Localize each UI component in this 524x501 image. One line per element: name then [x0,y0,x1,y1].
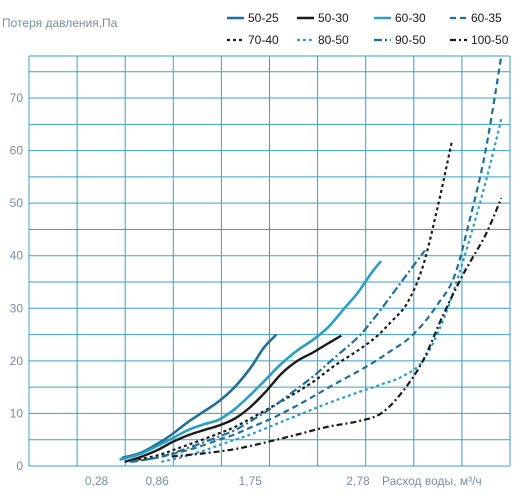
x-tick-label: 0,86 [145,474,169,488]
legend-label: 60-30 [395,11,426,25]
legend-label: 70-40 [248,33,279,47]
legend-label: 90-50 [395,33,426,47]
grid [28,55,511,467]
legend-label: 80-50 [318,33,349,47]
series-lines [119,55,503,463]
series-line-70-40 [131,139,454,462]
y-tick-label: 30 [10,301,24,315]
series-line-60-30 [119,260,383,461]
series-line-50-30 [124,334,342,463]
y-tick-label: 0 [16,459,23,473]
y-tick-label: 40 [10,249,24,263]
series-line-80-50 [161,118,503,463]
legend-label: 100-50 [471,33,509,47]
series-line-50-25 [121,333,278,460]
y-tick-label: 50 [10,196,24,210]
x-axis-label: Расход воды, м³/ч [382,474,482,488]
y-tick-label: 70 [10,91,24,105]
y-tick-label: 10 [10,406,24,420]
y-tick-labels: 0 10 20 30 40 50 60 70 [10,91,24,473]
x-tick-label: 2,78 [346,474,370,488]
series-line-60-35 [131,55,503,463]
y-tick-label: 60 [10,144,24,158]
legend-label: 50-25 [248,11,279,25]
y-tick-label: 20 [10,354,24,368]
series-line-90-50 [129,249,426,463]
legend: 50-25 50-30 60-30 60-35 70-40 80-50 90-50 100-5… [227,11,509,47]
y-axis-label: Потеря давления,Па [2,16,118,30]
x-tick-labels: 0,28 0,86 1,75 2,78 [85,474,370,488]
legend-label: 50-30 [318,11,349,25]
series-line-100-50 [171,197,503,458]
x-tick-label: 0,28 [85,474,109,488]
x-tick-label: 1,75 [239,474,263,488]
legend-label: 60-35 [471,11,502,25]
